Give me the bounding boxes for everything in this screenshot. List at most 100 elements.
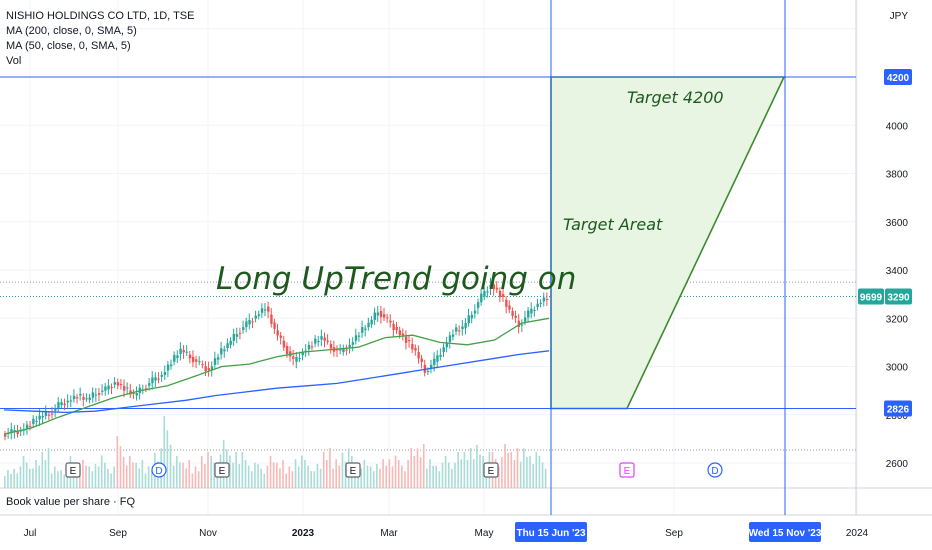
volume-bar <box>388 459 391 488</box>
price-axis[interactable]: JPY2600280030003200340036003800400042002… <box>858 11 912 470</box>
grid-lines <box>0 0 932 516</box>
candle-body <box>119 384 123 386</box>
currency-label: JPY <box>890 11 909 22</box>
volume-bar <box>107 468 109 488</box>
legend-symbol[interactable]: NISHIO HOLDINGS CO LTD, 1D, TSE <box>6 10 195 22</box>
time-axis[interactable]: Jul Sep Nov 2023 Mar May Sep 2024 Thu 15 Jun '23… <box>24 522 869 542</box>
volume-bar <box>22 456 25 488</box>
volume-bar <box>276 462 278 488</box>
volume-bar <box>50 473 53 488</box>
trend-annotation: Long UpTrend going on <box>216 261 576 297</box>
volume-bar <box>79 468 81 488</box>
candle-body <box>511 311 514 316</box>
volume-bar <box>363 460 366 488</box>
candle-body <box>298 358 301 360</box>
candle-body <box>489 284 492 289</box>
volume-bar <box>385 465 388 488</box>
candle-body <box>251 321 254 323</box>
candle-body <box>132 392 135 395</box>
candle-body <box>386 317 389 319</box>
volume-bar <box>138 468 141 488</box>
candle-body <box>157 378 160 380</box>
candle-body <box>448 335 452 342</box>
volume-bar <box>47 448 50 488</box>
candle-body <box>376 312 380 316</box>
candle-body <box>254 315 257 319</box>
candle-body <box>401 333 405 336</box>
volume-bar <box>266 465 269 488</box>
earnings-marker <box>483 462 499 478</box>
volume-bar <box>135 462 137 488</box>
volume-bar <box>94 464 97 488</box>
volume-bar <box>501 457 503 488</box>
candle-body <box>292 356 295 359</box>
annotations: Long UpTrend going on Target Areat Target … <box>216 88 724 297</box>
volume-bar <box>200 456 203 488</box>
volume-bar <box>179 462 181 488</box>
horizontal-levels[interactable] <box>0 76 856 409</box>
volume-bar <box>326 460 328 488</box>
volume-bar <box>91 471 94 488</box>
date-highlight-bg <box>749 522 821 542</box>
volume-bar <box>394 455 397 488</box>
candle-body <box>517 320 521 327</box>
candle-body <box>260 308 264 313</box>
candle-body <box>279 335 283 338</box>
candle-body <box>367 322 370 328</box>
candle-body <box>442 347 445 353</box>
legend-ma50[interactable]: MA (50, close, 0, SMA, 5) <box>6 40 131 52</box>
legend-vol[interactable]: Vol <box>6 55 22 67</box>
upper-level-tag-bg <box>884 69 912 85</box>
candle-body <box>50 413 54 415</box>
candle-body <box>182 350 185 353</box>
legend-ma200[interactable]: MA (200, close, 0, SMA, 5) <box>6 25 137 37</box>
volume-bar <box>479 454 481 488</box>
candle-body <box>445 343 449 348</box>
volume-bar <box>432 465 434 488</box>
volume-bar <box>122 456 125 488</box>
candle-body <box>220 348 223 355</box>
target-area <box>550 76 786 410</box>
candle-body <box>429 364 433 369</box>
volume-bar <box>285 473 287 488</box>
candle-body <box>354 335 358 341</box>
candle-body <box>329 344 333 349</box>
candle-body <box>160 374 164 377</box>
target-price-annotation: Target 4200 <box>627 88 724 107</box>
volume-bar <box>7 470 9 488</box>
marker-label: E <box>488 466 495 477</box>
candle-body <box>467 315 470 324</box>
candle-body <box>210 366 214 371</box>
volume-bar <box>538 456 541 488</box>
candle-body <box>54 407 57 411</box>
candle-body <box>166 364 170 371</box>
vertical-date-lines[interactable] <box>550 0 786 515</box>
volume-bar <box>429 459 431 488</box>
candle-body <box>464 323 467 328</box>
volume-bar <box>85 465 87 488</box>
volume-bar <box>541 462 544 488</box>
volume-bar <box>426 468 428 488</box>
candle-body <box>91 392 95 398</box>
marker-label: E <box>219 466 226 477</box>
volume-bar <box>119 446 122 488</box>
candle-body <box>135 393 138 396</box>
volume-bar <box>241 452 244 488</box>
candle-body <box>41 415 44 418</box>
candle-body <box>204 366 207 372</box>
marker-label: D <box>155 466 162 477</box>
volume-bar <box>216 468 219 488</box>
candle-body <box>179 348 182 354</box>
candle-body <box>411 344 414 350</box>
volume-bar <box>104 462 106 488</box>
volume-bar <box>497 466 500 488</box>
volume-bar <box>150 471 153 488</box>
candle-body <box>476 302 480 308</box>
volume-bar <box>54 466 56 488</box>
book-value-pane-label[interactable]: Book value per share · FQ <box>6 496 136 508</box>
volume-tag-bg <box>858 288 884 305</box>
candle-body <box>483 291 486 297</box>
volume-bar <box>294 459 297 488</box>
